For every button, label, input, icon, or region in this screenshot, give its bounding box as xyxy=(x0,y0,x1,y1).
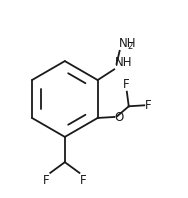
Text: F: F xyxy=(123,78,129,91)
Text: 2: 2 xyxy=(128,43,133,51)
Text: NH: NH xyxy=(115,56,133,69)
Text: NH: NH xyxy=(119,37,136,50)
Text: F: F xyxy=(80,174,87,187)
Text: O: O xyxy=(114,111,124,124)
Text: F: F xyxy=(43,174,49,187)
Text: F: F xyxy=(145,99,152,112)
